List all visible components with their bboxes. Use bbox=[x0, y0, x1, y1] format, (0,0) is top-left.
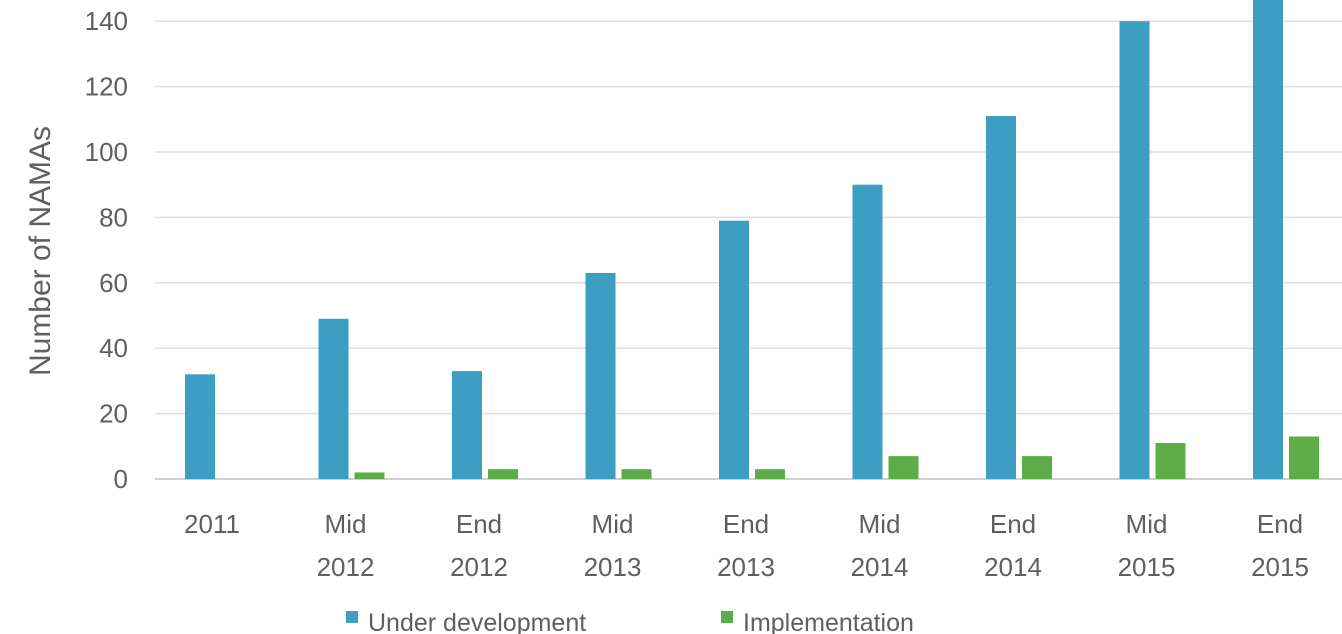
bar-under-development bbox=[852, 184, 883, 479]
y-tick-label: 80 bbox=[99, 202, 128, 232]
bar-under-development bbox=[1119, 21, 1150, 479]
y-axis-title: Number of NAMAs bbox=[24, 126, 57, 376]
bar-under-development bbox=[986, 116, 1016, 479]
legend-label: Under development bbox=[368, 609, 586, 634]
x-tick-label: End bbox=[990, 509, 1036, 539]
bar-implementation bbox=[1289, 436, 1319, 479]
legend: Under development Implementation bbox=[346, 609, 914, 634]
bar-implementation bbox=[1155, 443, 1186, 479]
x-tick-label: Mid bbox=[1126, 509, 1168, 539]
bar-implementation bbox=[354, 472, 385, 479]
x-tick-label: 2012 bbox=[450, 552, 508, 582]
bar-implementation bbox=[488, 469, 518, 479]
bar-implementation bbox=[621, 469, 652, 479]
bar-implementation bbox=[888, 456, 919, 479]
y-tick-label: 120 bbox=[85, 72, 128, 102]
x-tick-label: 2011 bbox=[184, 509, 240, 539]
bar-implementation bbox=[1022, 456, 1052, 479]
legend-swatch bbox=[346, 611, 358, 623]
bar-under-development bbox=[585, 272, 616, 479]
bar-under-development bbox=[1253, 0, 1283, 479]
x-tick-label: End bbox=[1257, 509, 1303, 539]
bar-under-development bbox=[318, 318, 349, 479]
y-tick-label: 100 bbox=[85, 137, 128, 167]
y-tick-label: 60 bbox=[99, 268, 128, 298]
x-tick-label: End bbox=[456, 509, 502, 539]
x-axis-ticks: 2011 Mid 2012 End 2012 Mid 2013 End 2013 Mid 2014 E… bbox=[184, 509, 1309, 582]
x-tick-label: Mid bbox=[592, 509, 634, 539]
y-tick-label: 0 bbox=[114, 464, 128, 494]
y-tick-label: 140 bbox=[85, 6, 128, 36]
y-tick-label: 20 bbox=[99, 399, 128, 429]
x-tick-label: Mid bbox=[325, 509, 367, 539]
bar-under-development bbox=[185, 374, 215, 479]
x-tick-label: 2015 bbox=[1118, 552, 1176, 582]
x-tick-label: 2015 bbox=[1251, 552, 1309, 582]
y-tick-label: 40 bbox=[99, 333, 128, 363]
bar-implementation bbox=[755, 469, 785, 479]
bar-under-development bbox=[452, 371, 482, 479]
x-tick-label: 2013 bbox=[584, 552, 642, 582]
x-tick-label: Mid bbox=[859, 509, 901, 539]
y-axis-ticks: 0 20 40 60 80 100 120 140 bbox=[85, 6, 128, 494]
legend-label: Implementation bbox=[743, 609, 914, 634]
x-tick-label: 2014 bbox=[851, 552, 909, 582]
x-tick-label: 2012 bbox=[317, 552, 375, 582]
bar-under-development bbox=[719, 220, 749, 480]
x-tick-label: 2013 bbox=[717, 552, 775, 582]
bars bbox=[185, 0, 1319, 480]
x-tick-label: End bbox=[723, 509, 769, 539]
x-tick-label: 2014 bbox=[984, 552, 1042, 582]
legend-swatch bbox=[721, 611, 733, 623]
